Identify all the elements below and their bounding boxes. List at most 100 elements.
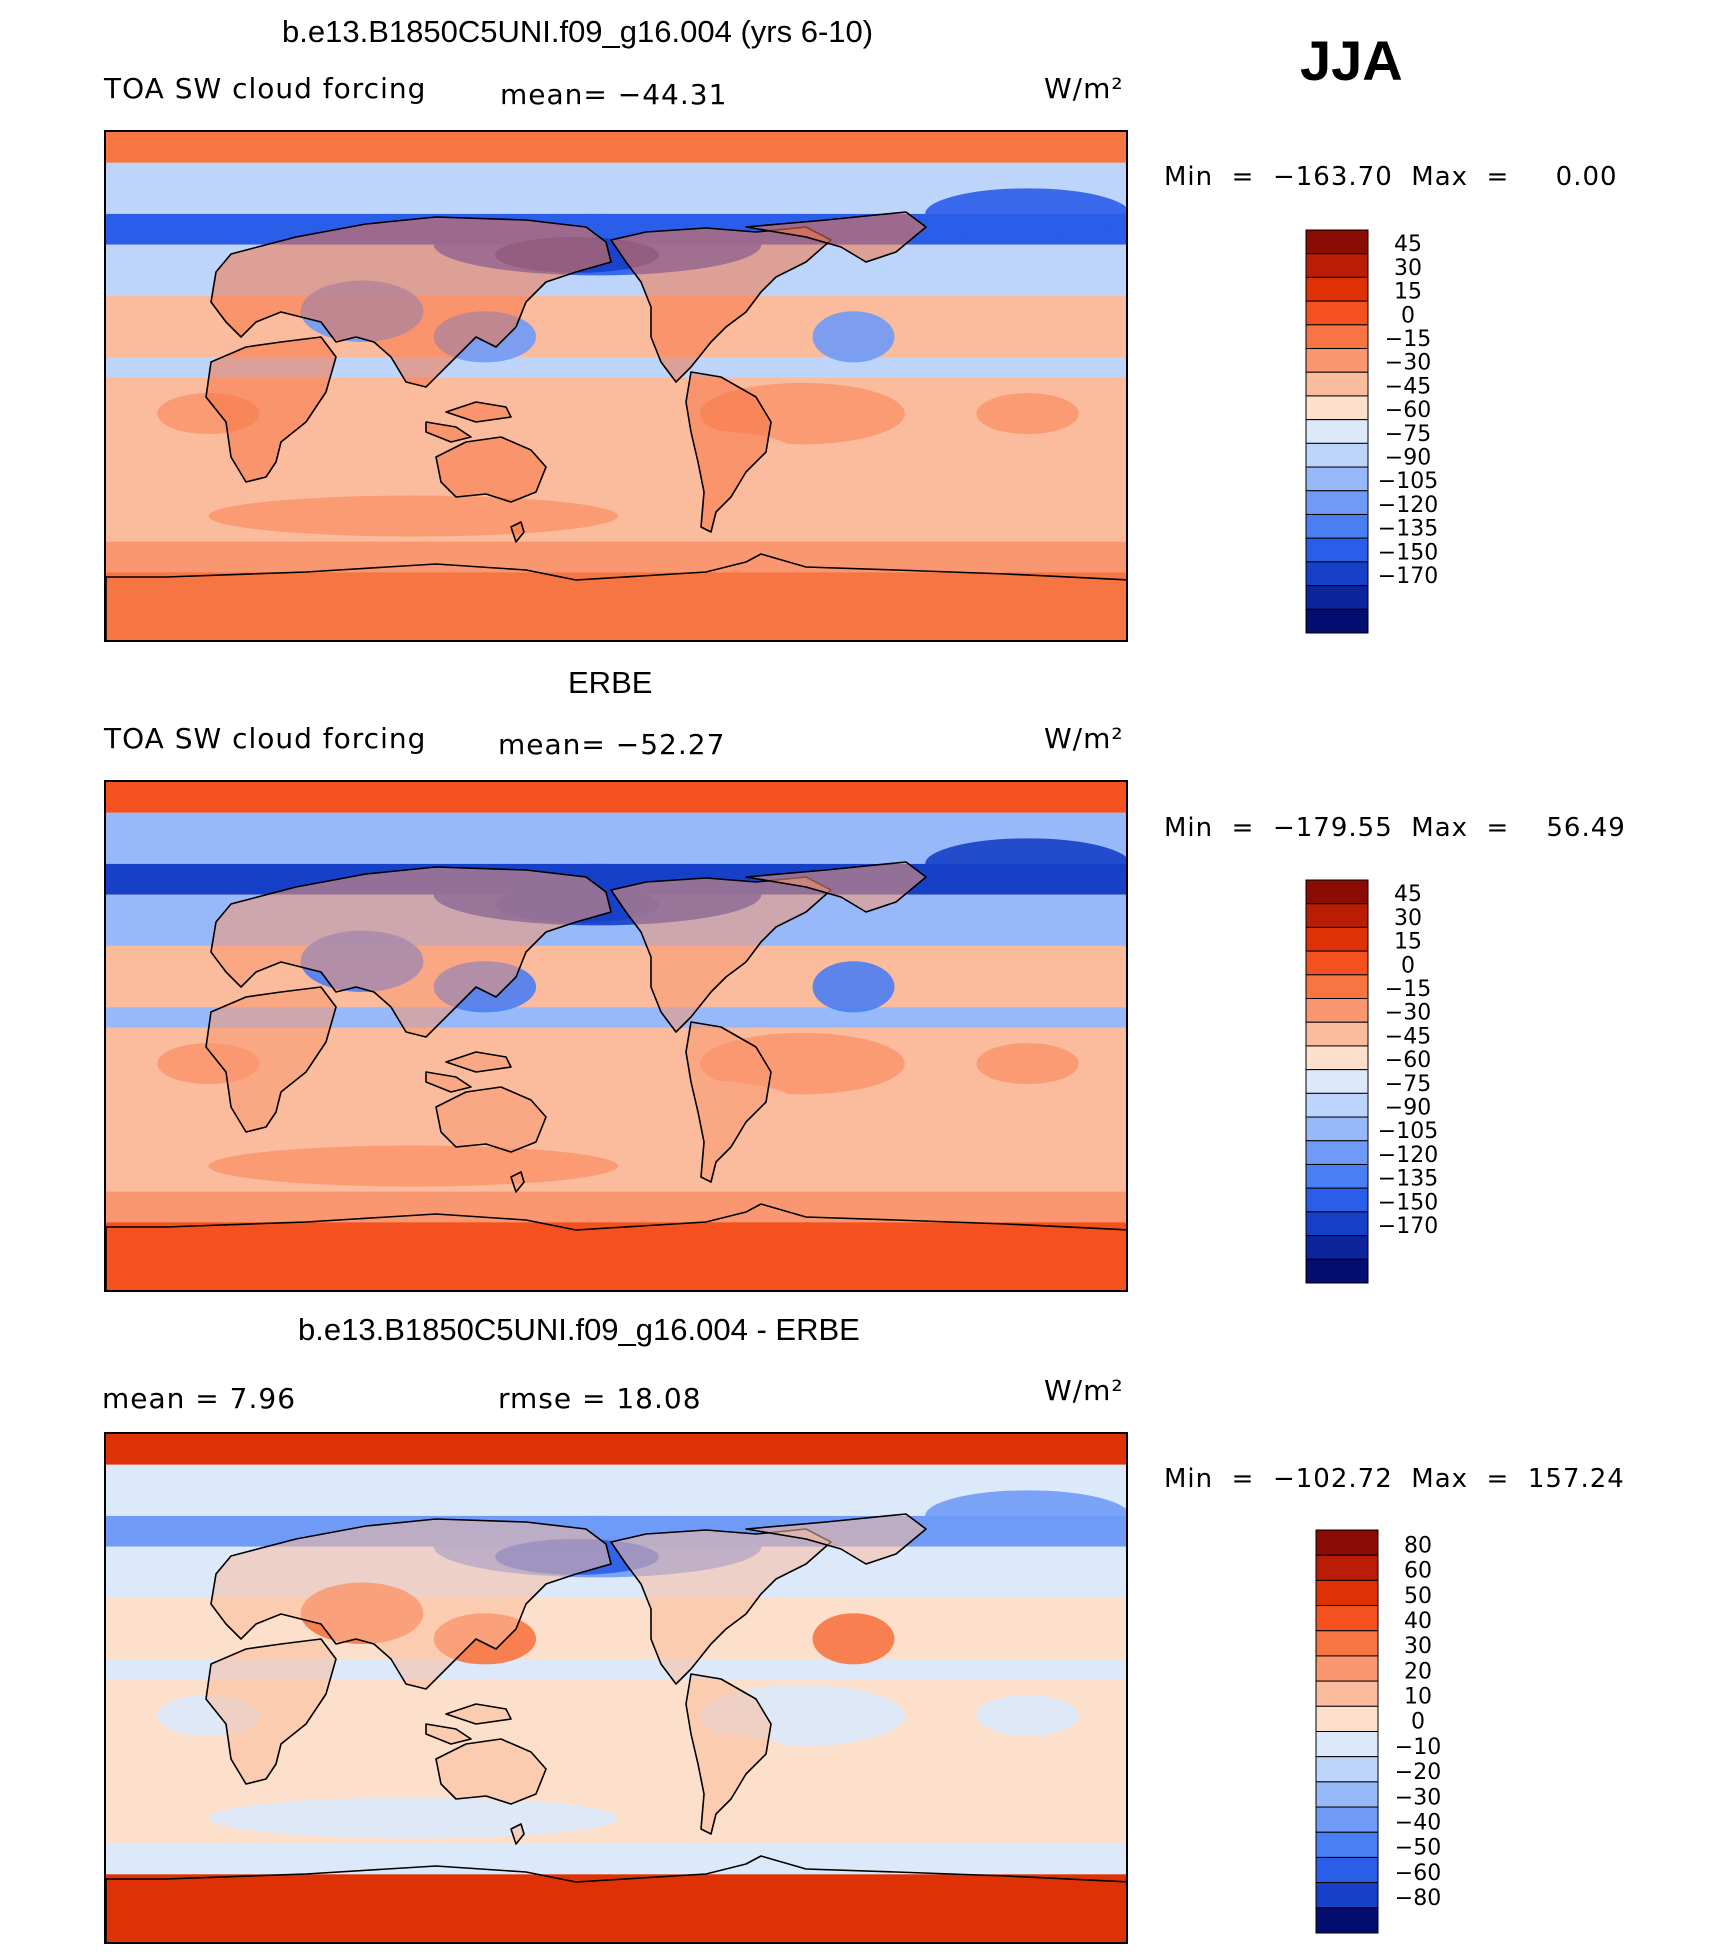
colorbar-box-15 <box>1305 1235 1369 1260</box>
colorbar-box-7 <box>1315 1705 1379 1732</box>
coastline-8 <box>165 1855 1126 1883</box>
coastline-6 <box>745 211 927 263</box>
colorbar-tick-label-11: −120 <box>1378 493 1438 518</box>
colorbar-tick-label-3: 0 <box>1401 303 1415 328</box>
colorbar-tick-label-2: 15 <box>1394 930 1422 955</box>
coastline-4 <box>435 1086 547 1153</box>
coastline-1 <box>205 1638 337 1785</box>
colorbar-tick-label-5: −30 <box>1385 351 1431 376</box>
band-5 <box>106 1659 1126 1680</box>
band-5 <box>106 357 1126 378</box>
cloud-blob-5 <box>812 1613 895 1665</box>
colorbar-box-0 <box>1305 229 1369 255</box>
colorbar-tick-label-11: −40 <box>1395 1810 1441 1835</box>
colorbar-tick-label-7: 0 <box>1411 1710 1425 1735</box>
cloud-blob-8 <box>208 1797 618 1839</box>
colorbar-tick-label-5: 20 <box>1404 1659 1432 1684</box>
colorbar-box-10 <box>1315 1781 1379 1808</box>
coastline-10 <box>510 1823 525 1845</box>
panel1-colorbar-svg: 4530150−15−30−45−60−75−90−105−120−135−15… <box>1305 229 1438 634</box>
panel2-map <box>104 780 1128 1292</box>
colorbar-box-6 <box>1305 371 1369 397</box>
coastline-0 <box>210 866 612 1038</box>
colorbar-box-11 <box>1305 490 1369 515</box>
colorbar-tick-label-6: 10 <box>1404 1685 1432 1710</box>
colorbar-tick-label-8: −10 <box>1395 1735 1441 1760</box>
colorbar-tick-label-3: 40 <box>1404 1609 1432 1634</box>
colorbar-box-4 <box>1315 1630 1379 1657</box>
panel2-mean: mean= −52.27 <box>498 728 726 761</box>
colorbar-box-12 <box>1305 1163 1369 1189</box>
colorbar-tick-label-14: −170 <box>1378 564 1438 589</box>
colorbar-tick-label-4: 30 <box>1404 1634 1432 1659</box>
colorbar-tick-label-5: −30 <box>1385 1001 1431 1026</box>
panel2-heatmap <box>106 782 1126 1290</box>
colorbar-tick-label-14: −170 <box>1378 1214 1438 1239</box>
colorbar-box-13 <box>1305 1187 1369 1213</box>
cloud-blob-2 <box>925 1490 1126 1542</box>
colorbar-tick-label-9: −90 <box>1385 446 1431 471</box>
colorbar-box-12 <box>1315 1831 1379 1858</box>
colorbar-box-9 <box>1305 1092 1369 1118</box>
colorbar-box-15 <box>1305 585 1369 610</box>
colorbar-tick-label-1: 30 <box>1394 906 1422 931</box>
coastline-9 <box>106 1878 166 1942</box>
coastline-8 <box>165 1203 1126 1231</box>
colorbar-box-3 <box>1305 950 1369 976</box>
panel3-colorbar: 80 60 50 40 30 20 10 0 −10 −20 −30 −40 −50 −60 −80 <box>1315 1529 1476 1936</box>
colorbar-box-4 <box>1305 324 1369 350</box>
colorbar-box-2 <box>1305 926 1369 952</box>
coastline-10 <box>510 521 525 543</box>
colorbar-tick-label-4: −15 <box>1385 977 1431 1002</box>
colorbar-tick-label-0: 45 <box>1394 232 1422 257</box>
colorbar-box-16 <box>1305 1258 1369 1284</box>
colorbar-tick-label-6: −45 <box>1385 374 1431 399</box>
panel3-min-max: Min = −102.72 Max = 157.24 <box>1164 1464 1625 1494</box>
colorbar-tick-label-13: −60 <box>1395 1861 1441 1886</box>
coastline-7 <box>685 1673 772 1835</box>
colorbar-box-10 <box>1305 1116 1369 1142</box>
coastline-4 <box>435 436 547 503</box>
coastline-10 <box>510 1171 525 1193</box>
colorbar-tick-label-12: −135 <box>1378 517 1438 542</box>
coastline-3 <box>425 1723 472 1745</box>
band-0 <box>106 132 1126 163</box>
panel3-map <box>104 1432 1128 1944</box>
colorbar-box-5 <box>1305 998 1369 1023</box>
cloud-blob-5 <box>812 961 895 1013</box>
coastline-4 <box>435 1738 547 1805</box>
coastline-2 <box>445 401 512 423</box>
panel3-heatmap <box>106 1434 1126 1942</box>
band-0 <box>106 1434 1126 1465</box>
cloud-blob-8 <box>208 495 618 537</box>
colorbar-box-0 <box>1305 879 1369 905</box>
panel3-units: W/m² <box>1044 1374 1124 1407</box>
colorbar-box-2 <box>1305 276 1369 302</box>
colorbar-tick-label-13: −150 <box>1378 1190 1438 1215</box>
panel2-min-max: Min = −179.55 Max = 56.49 <box>1164 813 1626 843</box>
colorbar-tick-label-0: 80 <box>1404 1533 1432 1558</box>
coastline-9 <box>106 1226 166 1290</box>
colorbar-box-4 <box>1305 974 1369 1000</box>
band-0 <box>106 782 1126 813</box>
colorbar-box-14 <box>1305 1211 1369 1237</box>
cloud-blob-9 <box>976 393 1079 435</box>
colorbar-box-14 <box>1315 1882 1379 1909</box>
panel2-title: ERBE <box>568 665 653 700</box>
colorbar-tick-label-13: −150 <box>1378 540 1438 565</box>
colorbar-tick-label-7: −60 <box>1385 1048 1431 1073</box>
panel1-variable: TOA SW cloud forcing <box>104 72 427 105</box>
colorbar-box-5 <box>1315 1655 1379 1682</box>
cloud-blob-2 <box>925 838 1126 890</box>
colorbar-box-13 <box>1305 537 1369 563</box>
panel1-heatmap <box>106 132 1126 640</box>
cloud-blob-2 <box>925 188 1126 240</box>
colorbar-tick-label-3: 0 <box>1401 953 1415 978</box>
colorbar-box-8 <box>1305 419 1369 444</box>
colorbar-box-6 <box>1305 1021 1369 1047</box>
coastline-3 <box>425 1071 472 1093</box>
colorbar-tick-label-0: 45 <box>1394 882 1422 907</box>
cloud-blob-5 <box>812 311 895 363</box>
colorbar-box-3 <box>1305 300 1369 326</box>
